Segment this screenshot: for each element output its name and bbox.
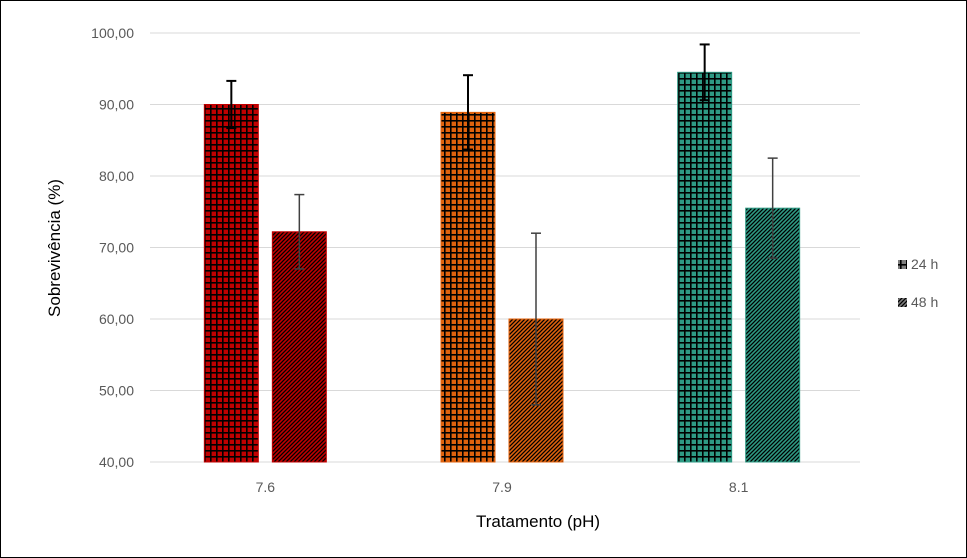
bar-7.9-24h	[440, 111, 496, 463]
legend-label: 24 h	[911, 256, 938, 272]
y-tick-label: 90,00	[99, 97, 134, 113]
error-bar-7.6-48h	[294, 193, 305, 270]
y-tick-label: 100,00	[91, 25, 134, 41]
x-tick-label: 8.1	[729, 479, 749, 495]
y-tick-label: 50,00	[99, 383, 134, 399]
y-tick-label: 70,00	[99, 240, 134, 256]
x-axis-title: Tratamento (pH)	[476, 512, 600, 531]
bar-8.1-24h	[677, 71, 733, 463]
error-bars	[226, 43, 778, 406]
y-tick-label: 40,00	[99, 454, 134, 470]
error-bar-8.1-48h	[767, 157, 778, 259]
y-tick-label: 60,00	[99, 311, 134, 327]
error-bar-8.1-24h	[699, 43, 710, 102]
legend-swatch	[898, 260, 907, 269]
legend-label: 48 h	[911, 294, 938, 310]
x-tick-label: 7.9	[492, 479, 512, 495]
x-tick-label: 7.6	[256, 479, 276, 495]
gridlines	[150, 32, 860, 463]
bars	[203, 71, 801, 463]
y-axis-title: Sobrevivência (%)	[45, 179, 64, 317]
bar-7.6-24h	[203, 104, 259, 463]
legend-swatch	[898, 298, 907, 307]
tick-labels: 40,00 50,00 60,00 70,00 80,00 90,00 100,00 7.6 7…	[91, 25, 748, 495]
legend: 24 h 48 h	[898, 256, 938, 310]
error-bar-7.9-24h	[463, 74, 473, 151]
bar-7.6-48h	[271, 231, 327, 463]
error-bar-7.9-48h	[531, 232, 541, 406]
legend-item-24h: 24 h	[898, 256, 938, 272]
error-bar-7.6-24h	[226, 79, 237, 130]
y-tick-label: 80,00	[99, 168, 134, 184]
legend-item-48h: 48 h	[898, 294, 938, 310]
